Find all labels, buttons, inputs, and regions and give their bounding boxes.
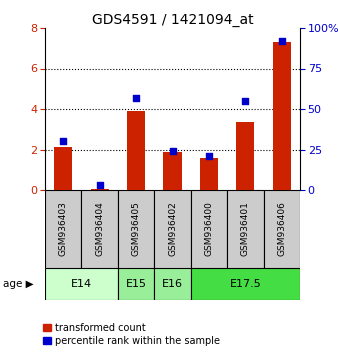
Text: age ▶: age ▶	[3, 279, 34, 289]
Bar	[273, 42, 291, 190]
Text: GSM936405: GSM936405	[131, 201, 141, 256]
Text: GSM936402: GSM936402	[168, 202, 177, 256]
Bar	[191, 268, 300, 300]
Bar	[154, 268, 191, 300]
Point	[243, 98, 248, 104]
Title: GDS4591 / 1421094_at: GDS4591 / 1421094_at	[92, 13, 253, 27]
Point	[97, 182, 102, 188]
Text: E15: E15	[126, 279, 147, 289]
Bar	[118, 268, 154, 300]
Text: GSM936404: GSM936404	[95, 202, 104, 256]
Bar	[154, 190, 191, 268]
Bar	[200, 158, 218, 190]
Bar	[45, 190, 81, 268]
Point	[134, 95, 139, 101]
Text: GSM936403: GSM936403	[59, 201, 68, 256]
Legend: transformed count, percentile rank within the sample: transformed count, percentile rank withi…	[43, 323, 220, 346]
Bar	[163, 152, 182, 190]
Point	[279, 38, 285, 44]
Bar	[81, 190, 118, 268]
Text: E14: E14	[71, 279, 92, 289]
Bar	[264, 190, 300, 268]
Bar	[54, 148, 72, 190]
Point	[170, 148, 175, 154]
Point	[206, 153, 212, 159]
Bar	[118, 190, 154, 268]
Text: E17.5: E17.5	[230, 279, 261, 289]
Bar	[91, 189, 109, 190]
Text: E16: E16	[162, 279, 183, 289]
Bar	[127, 111, 145, 190]
Text: GSM936406: GSM936406	[277, 201, 286, 256]
Text: GSM936400: GSM936400	[204, 201, 213, 256]
Bar	[45, 268, 118, 300]
Bar	[227, 190, 264, 268]
Bar	[236, 122, 255, 190]
Point	[61, 138, 66, 144]
Text: GSM936401: GSM936401	[241, 201, 250, 256]
Bar	[191, 190, 227, 268]
